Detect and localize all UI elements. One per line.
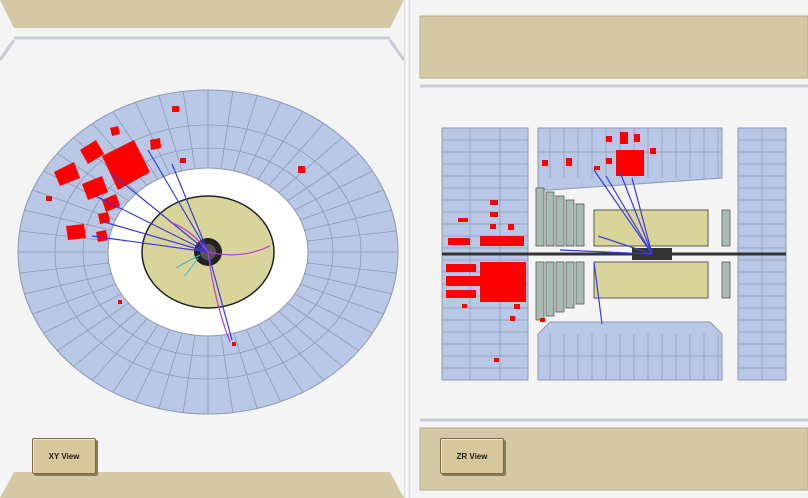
xy-bottom-frame: [0, 472, 404, 498]
xy-view-panel: XY View: [0, 0, 404, 498]
xy-tracks: [91, 149, 233, 341]
xy-energy-deposits: [46, 106, 305, 346]
zr-tracker-upper: [593, 209, 709, 247]
xy-top-frame: [0, 0, 404, 28]
zr-view-canvas[interactable]: [410, 0, 808, 498]
zr-inner-slabs: [535, 187, 731, 321]
zr-tracker-lower: [593, 261, 709, 299]
panel-splitter[interactable]: [404, 0, 410, 498]
zr-view-button[interactable]: ZR View: [440, 438, 504, 474]
xy-view-button-label: XY View: [48, 451, 80, 461]
xy-curved-tracks: [169, 221, 271, 343]
zr-tracks: [559, 169, 653, 325]
zr-bottom-barrel: [537, 321, 723, 381]
zr-top-frame: [419, 15, 808, 79]
xy-view-canvas[interactable]: [0, 0, 404, 498]
xy-rail-right: [388, 39, 404, 61]
xy-low-momentum-tracks: [175, 254, 201, 277]
zr-energy-deposits: [446, 132, 656, 362]
zr-view-button-label: ZR View: [456, 451, 488, 461]
xy-rail-left: [0, 39, 16, 61]
zr-view-panel: ZR View: [410, 0, 808, 498]
xy-view-button[interactable]: XY View: [32, 438, 96, 474]
